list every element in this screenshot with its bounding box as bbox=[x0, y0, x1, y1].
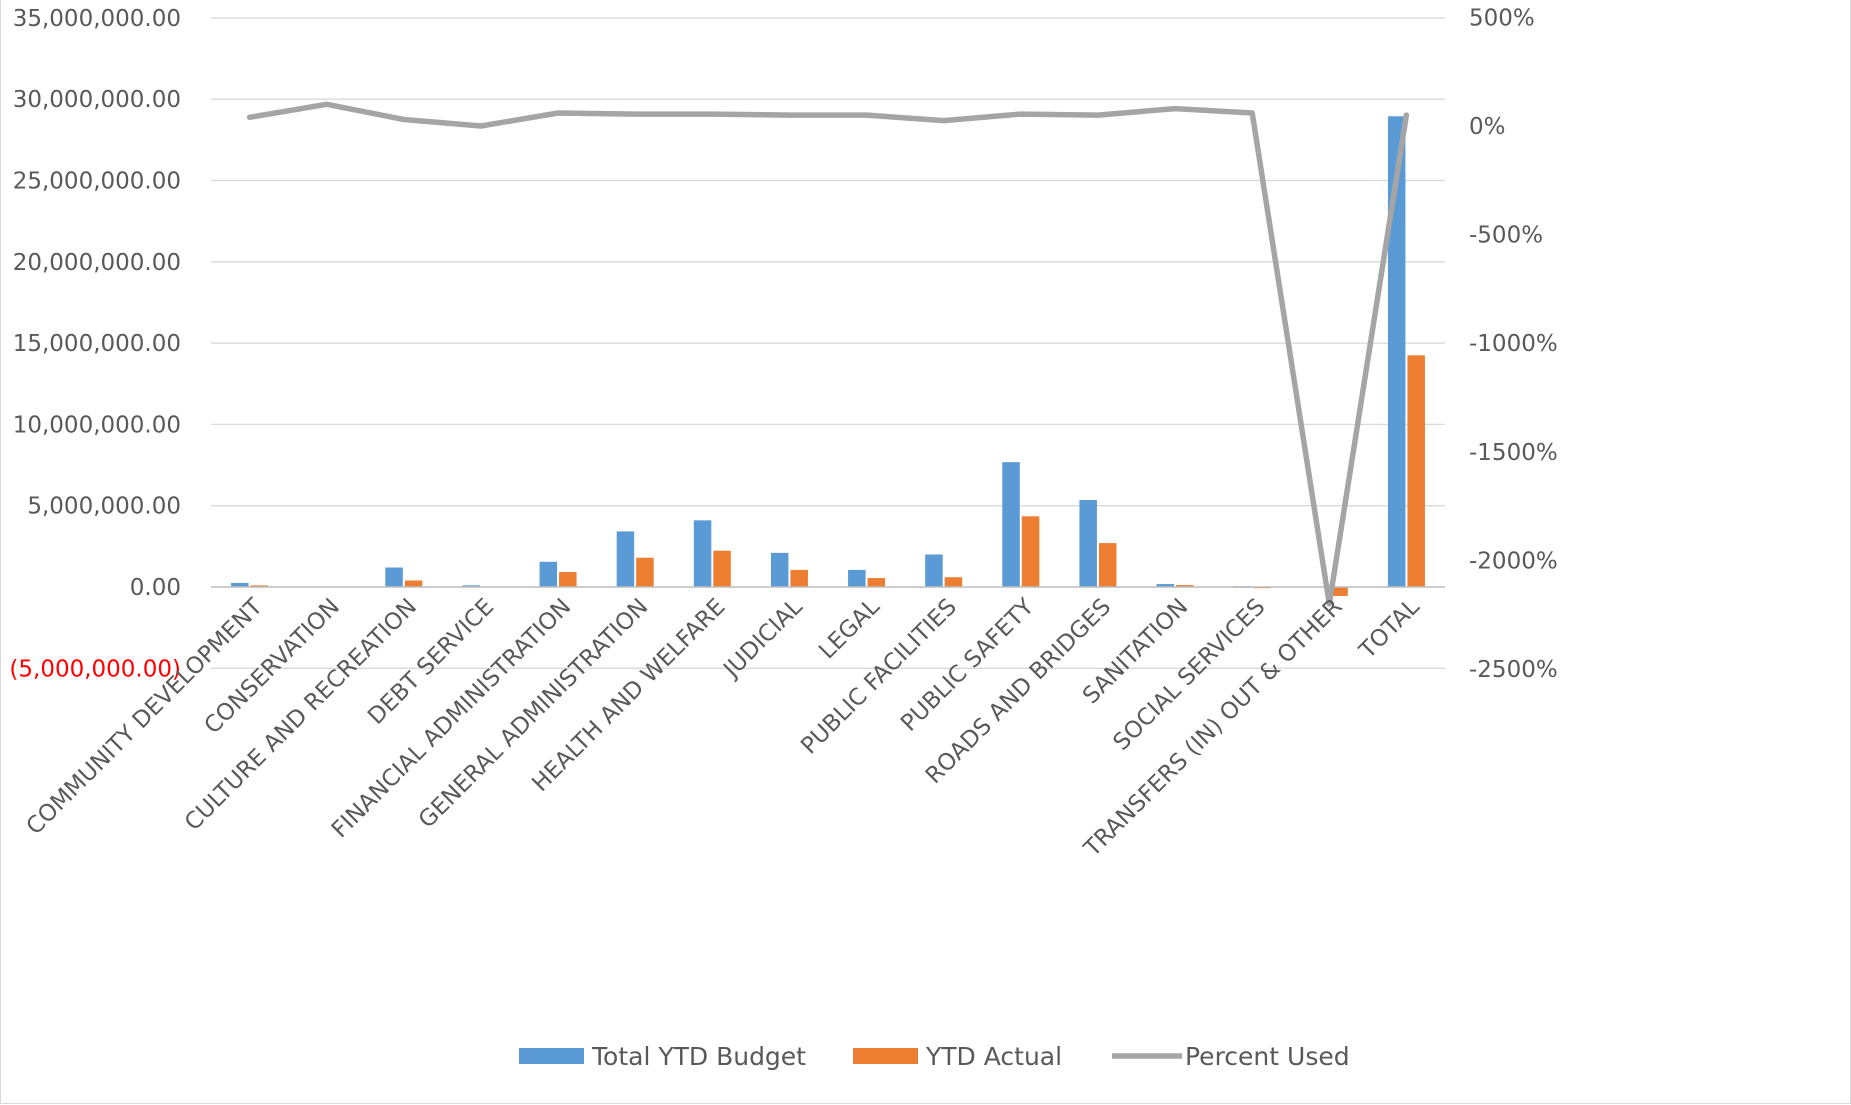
category-label: PUBLIC SAFETY bbox=[896, 593, 1040, 737]
budget-bar bbox=[1156, 584, 1175, 587]
budget-bar bbox=[462, 585, 480, 587]
y-right-tick-label: -1500% bbox=[1469, 440, 1558, 466]
legend-item: Total YTD Budget bbox=[519, 1042, 806, 1071]
actual-bar bbox=[559, 572, 577, 587]
category-label: CONSERVATION bbox=[200, 594, 345, 739]
y-right-tick-label: -2000% bbox=[1469, 548, 1558, 574]
y-left-tick-label: 20,000,000.00 bbox=[13, 250, 181, 276]
category-label: LEGAL bbox=[814, 594, 885, 665]
y-right-tick-label: 0% bbox=[1469, 114, 1506, 140]
actual-bar bbox=[1176, 585, 1194, 587]
category-labels: COMMUNITY DEVELOPMENTCONSERVATIONCULTURE… bbox=[22, 593, 1425, 862]
y-left-tick-label: 10,000,000.00 bbox=[13, 412, 181, 438]
y-right-tick-label: -1000% bbox=[1469, 331, 1558, 357]
budget-bar bbox=[1002, 462, 1020, 587]
category-label: TOTAL bbox=[1354, 594, 1425, 665]
y-left-tick-label: 30,000,000.00 bbox=[13, 87, 181, 113]
budget-bar bbox=[693, 520, 712, 587]
gridlines bbox=[211, 17, 1445, 669]
y-right-tick-label: -500% bbox=[1469, 223, 1543, 249]
actual-bar bbox=[1098, 543, 1117, 587]
actual-bar bbox=[250, 585, 269, 587]
actual-bar bbox=[790, 569, 808, 587]
percent-used-line bbox=[246, 101, 1410, 607]
actual-bar bbox=[867, 578, 886, 587]
budget-bar bbox=[770, 552, 789, 587]
actual-bar bbox=[404, 580, 423, 587]
budget-bar bbox=[616, 531, 635, 587]
y-axis-right: 500% 0% -500% -1000% -1500% -2000% -2500% bbox=[1469, 5, 1558, 683]
budget-bar bbox=[539, 561, 558, 587]
category-label: SOCIAL SERVICES bbox=[1109, 594, 1271, 756]
y-axis-left: 35,000,000.00 30,000,000.00 25,000,000.00 2… bbox=[9, 6, 181, 682]
y-left-tick-label: 15,000,000.00 bbox=[13, 331, 181, 357]
y-left-tick-label: 35,000,000.00 bbox=[13, 6, 181, 32]
budget-bar bbox=[385, 567, 403, 587]
actual-bar bbox=[713, 550, 731, 587]
y-left-tick-label: 5,000,000.00 bbox=[27, 494, 181, 520]
legend-item: YTD Actual bbox=[853, 1042, 1062, 1071]
budget-bar bbox=[848, 569, 866, 587]
legend-label: YTD Actual bbox=[925, 1042, 1062, 1071]
legend-swatch bbox=[519, 1048, 584, 1064]
y-right-tick-label: -2500% bbox=[1469, 657, 1558, 683]
y-left-tick-label: (5,000,000.00) bbox=[9, 656, 181, 682]
actual-bar bbox=[636, 557, 654, 587]
y-right-tick-label: 500% bbox=[1469, 5, 1535, 31]
legend-item: Percent Used bbox=[1112, 1042, 1350, 1071]
actual-bar bbox=[1330, 587, 1348, 596]
legend: Total YTD Budget YTD Actual Percent Used bbox=[519, 1042, 1350, 1071]
category-label: JUDICIAL bbox=[718, 594, 808, 684]
actual-bar bbox=[1021, 516, 1040, 587]
legend-swatch bbox=[853, 1048, 918, 1064]
budget-bar bbox=[231, 582, 249, 587]
actual-bar bbox=[1407, 355, 1425, 587]
budget-bar bbox=[1079, 500, 1097, 587]
y-left-tick-label: 25,000,000.00 bbox=[13, 169, 181, 195]
actual-bar bbox=[944, 577, 963, 587]
percent-used-line-layer bbox=[246, 101, 1410, 607]
legend-label: Total YTD Budget bbox=[591, 1042, 806, 1071]
budget-bar bbox=[1387, 116, 1406, 587]
bars bbox=[231, 116, 1425, 596]
legend-label: Percent Used bbox=[1185, 1042, 1350, 1071]
y-left-tick-label: 0.00 bbox=[130, 575, 181, 601]
budget-bar bbox=[925, 554, 943, 587]
